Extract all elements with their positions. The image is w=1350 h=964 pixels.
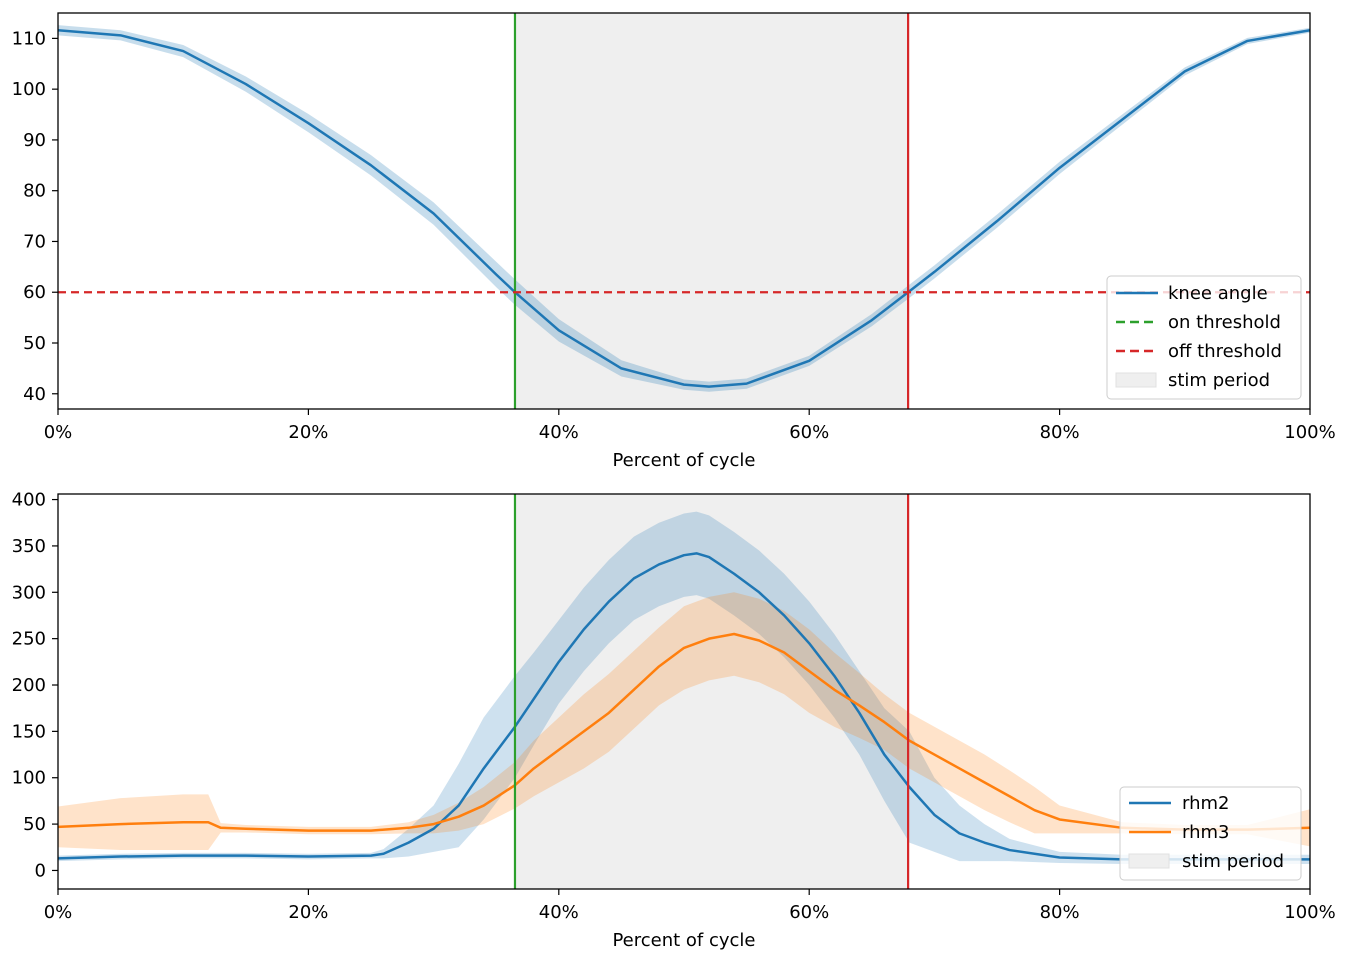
legend-swatch-stim-period: [1128, 853, 1170, 869]
knee-plot-y-ticks: 40 50 60 70 80 90 100 110: [12, 28, 58, 405]
rhm2-band: [58, 511, 1310, 864]
y-tick-label: 80: [23, 181, 46, 202]
y-tick-label: 300: [12, 582, 46, 603]
y-tick-label: 0: [35, 860, 46, 881]
x-tick-label: 60%: [789, 422, 829, 443]
x-tick-label: 60%: [789, 902, 829, 923]
legend-label-rhm2: rhm2: [1182, 793, 1229, 814]
y-tick-label: 90: [23, 130, 46, 151]
y-tick-label: 200: [12, 675, 46, 696]
y-tick-label: 50: [23, 333, 46, 354]
legend-box: [1106, 275, 1302, 400]
emg-plot-legend: rhm2 rhm3 stim period: [1119, 786, 1302, 881]
x-tick-label: 20%: [288, 902, 328, 923]
legend-label-off-threshold: off threshold: [1168, 341, 1282, 362]
emg-plot-y-ticks: 0 50 100 150 200 250 300 350 400: [12, 490, 58, 881]
x-tick-label: 100%: [1284, 422, 1335, 443]
legend-label-stim-period: stim period: [1168, 370, 1270, 391]
x-tick-label: 80%: [1040, 902, 1080, 923]
y-tick-label: 100: [12, 79, 46, 100]
knee-plot-x-axis-label: Percent of cycle: [612, 450, 755, 471]
rhm2-line: [57, 552, 1310, 861]
x-tick-label: 0%: [44, 422, 73, 443]
y-tick-label: 70: [23, 231, 46, 252]
legend-label-knee-angle: knee angle: [1168, 283, 1268, 304]
knee-plot-legend: knee angle on threshold off threshold st…: [1106, 275, 1302, 400]
knee-angle-line: [57, 29, 1311, 388]
knee-plot-frame: [57, 12, 1311, 410]
emg-plot-x-ticks: 0% 20% 40% 60% 80% 100%: [44, 889, 1336, 923]
x-tick-label: 100%: [1284, 902, 1335, 923]
y-tick-label: 50: [23, 814, 46, 835]
x-tick-label: 0%: [44, 902, 73, 923]
rhm3-line: [57, 632, 1311, 832]
x-tick-label: 80%: [1040, 422, 1080, 443]
y-tick-label: 350: [12, 536, 46, 557]
y-tick-label: 250: [12, 629, 46, 650]
y-tick-label: 400: [12, 490, 46, 511]
legend-label-rhm3: rhm3: [1182, 822, 1229, 843]
emg-plot: 0% 20% 40% 60% 80% 100% 0 50 100 150 200 250 300 350…: [12, 490, 1336, 951]
knee-plot-x-ticks: 0% 20% 40% 60% 80% 100%: [44, 409, 1336, 443]
knee-angle-plot: 0% 20% 40% 60% 80% 100% 40 50 60 70 80 90 100 110 Pe…: [12, 12, 1336, 471]
legend-swatch-stim-period: [1115, 372, 1157, 388]
x-tick-label: 40%: [539, 422, 579, 443]
x-tick-label: 20%: [288, 422, 328, 443]
y-tick-label: 110: [12, 28, 46, 49]
x-tick-label: 40%: [539, 902, 579, 923]
emg-plot-x-axis-label: Percent of cycle: [612, 930, 755, 951]
y-tick-label: 60: [23, 282, 46, 303]
emg-plot-frame: [57, 493, 1311, 890]
legend-label-on-threshold: on threshold: [1168, 312, 1281, 333]
rhm3-band: [58, 592, 1310, 851]
y-tick-label: 100: [12, 768, 46, 789]
legend-label-stim-period: stim period: [1182, 851, 1284, 872]
y-tick-label: 40: [23, 384, 46, 405]
y-tick-label: 150: [12, 721, 46, 742]
